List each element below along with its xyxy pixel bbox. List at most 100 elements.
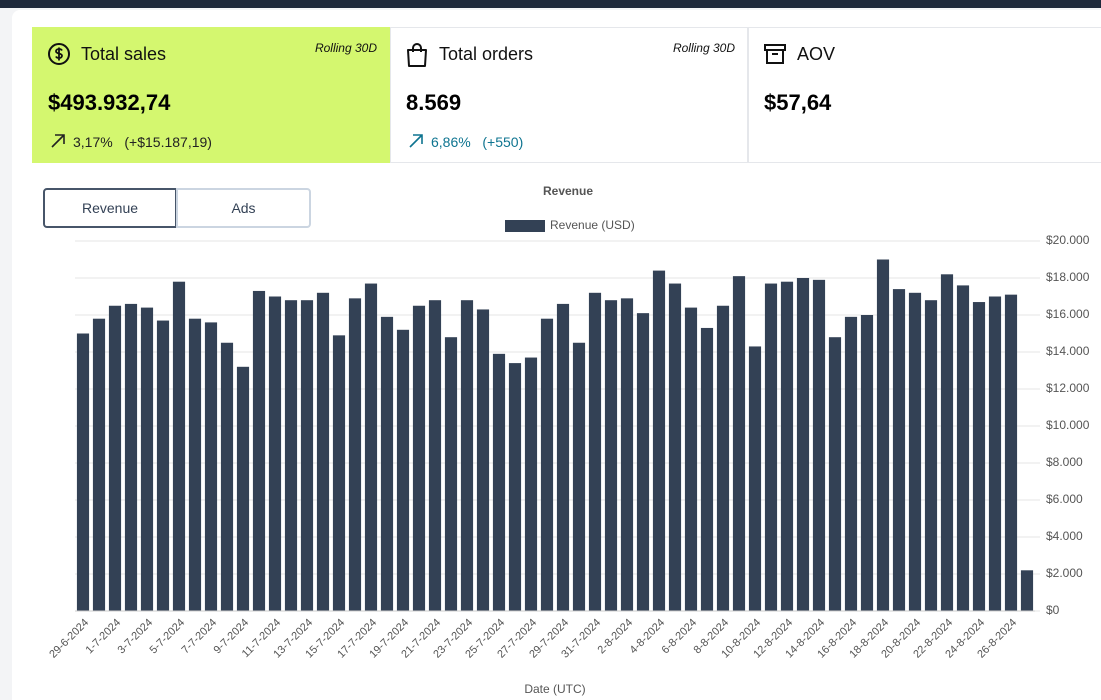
- bar: [316, 292, 330, 611]
- bar: [476, 309, 490, 611]
- box-icon: [764, 44, 786, 64]
- y-tick-label: $20.000: [1046, 233, 1090, 247]
- up-arrow: [409, 134, 423, 148]
- bar: [236, 366, 250, 611]
- bar: [252, 290, 266, 611]
- card-title: AOV: [797, 44, 836, 64]
- bar: [988, 296, 1002, 611]
- bar: [380, 316, 394, 611]
- chart-title: Revenue: [543, 184, 593, 198]
- bar: [444, 337, 458, 611]
- card-change: 6,86% (+550): [431, 134, 523, 150]
- bar: [556, 303, 570, 611]
- legend-swatch: [505, 220, 545, 232]
- bar: [940, 274, 954, 611]
- bar: [508, 363, 522, 611]
- bar: [636, 313, 650, 611]
- bar: [828, 337, 842, 611]
- bar: [396, 329, 410, 611]
- bar: [428, 300, 442, 611]
- card-value: 8.569: [406, 90, 462, 115]
- change-pct: 6,86%: [431, 134, 471, 150]
- bar: [460, 300, 474, 611]
- bar: [284, 300, 298, 611]
- bar: [652, 270, 666, 611]
- bar: [604, 300, 618, 611]
- y-tick-label: $2.000: [1046, 566, 1083, 580]
- card-period: Rolling 30D: [314, 41, 377, 55]
- bar: [124, 303, 138, 611]
- bar: [924, 300, 938, 611]
- bar: [588, 292, 602, 611]
- bar: [876, 259, 890, 611]
- y-tick-label: $0: [1046, 603, 1060, 617]
- card-value: $57,64: [764, 90, 832, 115]
- y-tick-label: $18.000: [1046, 270, 1090, 284]
- bar: [796, 278, 810, 611]
- bar: [140, 307, 154, 611]
- bar: [1020, 570, 1034, 611]
- bar: [1004, 294, 1018, 611]
- bar: [300, 300, 314, 611]
- card-title: Total orders: [439, 44, 534, 64]
- bar: [188, 318, 202, 611]
- bar: [748, 346, 762, 611]
- bar: [268, 296, 282, 611]
- bar: [492, 353, 506, 611]
- y-tick-label: $10.000: [1046, 418, 1090, 432]
- bar: [364, 283, 378, 611]
- bar: [892, 289, 906, 611]
- bar: [220, 342, 234, 611]
- bar: [348, 298, 362, 611]
- bar: [684, 307, 698, 611]
- x-tick-label: 29-6-2024: [47, 617, 91, 661]
- change-pct: 3,17%: [73, 134, 113, 150]
- change-abs: (+550): [482, 134, 524, 150]
- x-axis-title: Date (UTC): [524, 682, 585, 696]
- card-period: Rolling 30D: [672, 41, 735, 55]
- dollar-icon: [48, 43, 70, 65]
- legend-label: Revenue (USD): [550, 218, 635, 232]
- change-abs: (+$15.187,19): [124, 134, 212, 150]
- card-value: $493.932,74: [48, 90, 171, 115]
- y-tick-label: $12.000: [1046, 381, 1090, 395]
- bar: [812, 279, 826, 611]
- top-bar: [0, 0, 1101, 8]
- orders-card: Total orders Rolling 30D 8.569 6,86% (+5…: [390, 27, 748, 163]
- bar: [620, 298, 634, 611]
- y-tick-label: $16.000: [1046, 307, 1090, 321]
- bar: [908, 292, 922, 611]
- bar: [716, 305, 730, 611]
- bar: [524, 357, 538, 611]
- bar: [172, 281, 186, 611]
- y-tick-label: $6.000: [1046, 492, 1083, 506]
- bar: [412, 305, 426, 611]
- aov-card: AOV $57,64: [748, 27, 1101, 163]
- y-tick-label: $8.000: [1046, 455, 1083, 469]
- bar: [780, 281, 794, 611]
- bar: [764, 283, 778, 611]
- bar: [732, 276, 746, 611]
- bar: [76, 333, 90, 611]
- bar: [700, 327, 714, 611]
- card-title: Total sales: [81, 44, 167, 64]
- y-tick-label: $14.000: [1046, 344, 1090, 358]
- sales-card: Total sales Rolling 30D $493.932,74 3,17…: [32, 27, 390, 163]
- bar: [156, 320, 170, 611]
- bar: [540, 318, 554, 611]
- bar: [668, 283, 682, 611]
- bag-icon: [407, 43, 427, 67]
- bar: [860, 315, 874, 611]
- y-tick-label: $4.000: [1046, 529, 1083, 543]
- bar: [956, 285, 970, 611]
- bar: [204, 322, 218, 611]
- bar: [332, 335, 346, 611]
- bar: [972, 302, 986, 611]
- card-change: 3,17% (+$15.187,19): [73, 134, 212, 150]
- bar: [572, 342, 586, 611]
- tab-button[interactable]: Ads: [176, 188, 311, 228]
- bar: [844, 316, 858, 611]
- bar: [108, 305, 122, 611]
